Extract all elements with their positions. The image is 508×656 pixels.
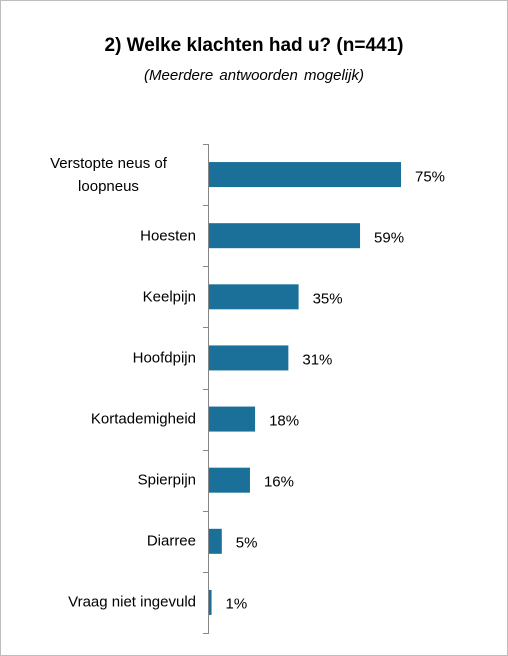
category-label: Vraag niet ingevuld bbox=[68, 591, 196, 614]
bar bbox=[209, 589, 212, 615]
value-label: 18% bbox=[269, 412, 300, 430]
value-label: 75% bbox=[415, 168, 446, 186]
category-label-text: Hoofdpijn bbox=[132, 349, 196, 367]
category-label: Hoesten bbox=[140, 224, 196, 247]
value-label: 1% bbox=[225, 595, 248, 613]
category-label: Spierpijn bbox=[138, 469, 196, 492]
category-label: Hoofdpijn bbox=[133, 346, 196, 369]
category-label-text: Kortademigheid bbox=[90, 410, 196, 428]
bar bbox=[209, 345, 289, 371]
value-label: 5% bbox=[235, 534, 258, 552]
value-label: 16% bbox=[263, 473, 294, 491]
bar bbox=[209, 528, 222, 554]
value-label: 59% bbox=[374, 229, 405, 247]
category-label: Diarree bbox=[147, 530, 196, 553]
category-label: Kortademigheid bbox=[91, 408, 196, 431]
bar bbox=[209, 467, 250, 493]
bar bbox=[209, 162, 401, 188]
chart-subtitle: (Meerdere antwoorden mogelijk) bbox=[144, 67, 364, 84]
bar bbox=[209, 223, 361, 249]
chart-title: 2) Welke klachten had u? (n=441) bbox=[104, 35, 404, 56]
value-label: 35% bbox=[312, 290, 343, 308]
category-label-text: Verstopte neus of loopneus bbox=[50, 154, 167, 195]
category-label-text: Vraag niet ingevuld bbox=[68, 593, 196, 611]
value-label: 31% bbox=[302, 351, 333, 369]
category-label: Keelpijn bbox=[143, 285, 196, 308]
category-label-text: Diarree bbox=[146, 532, 196, 550]
bar bbox=[209, 406, 256, 432]
category-label-text: Spierpijn bbox=[137, 471, 196, 489]
bar bbox=[209, 284, 299, 310]
category-label-text: Keelpijn bbox=[142, 288, 196, 306]
category-label: Verstopte neus of loopneus bbox=[21, 152, 196, 198]
category-label-text: Hoesten bbox=[140, 227, 196, 245]
